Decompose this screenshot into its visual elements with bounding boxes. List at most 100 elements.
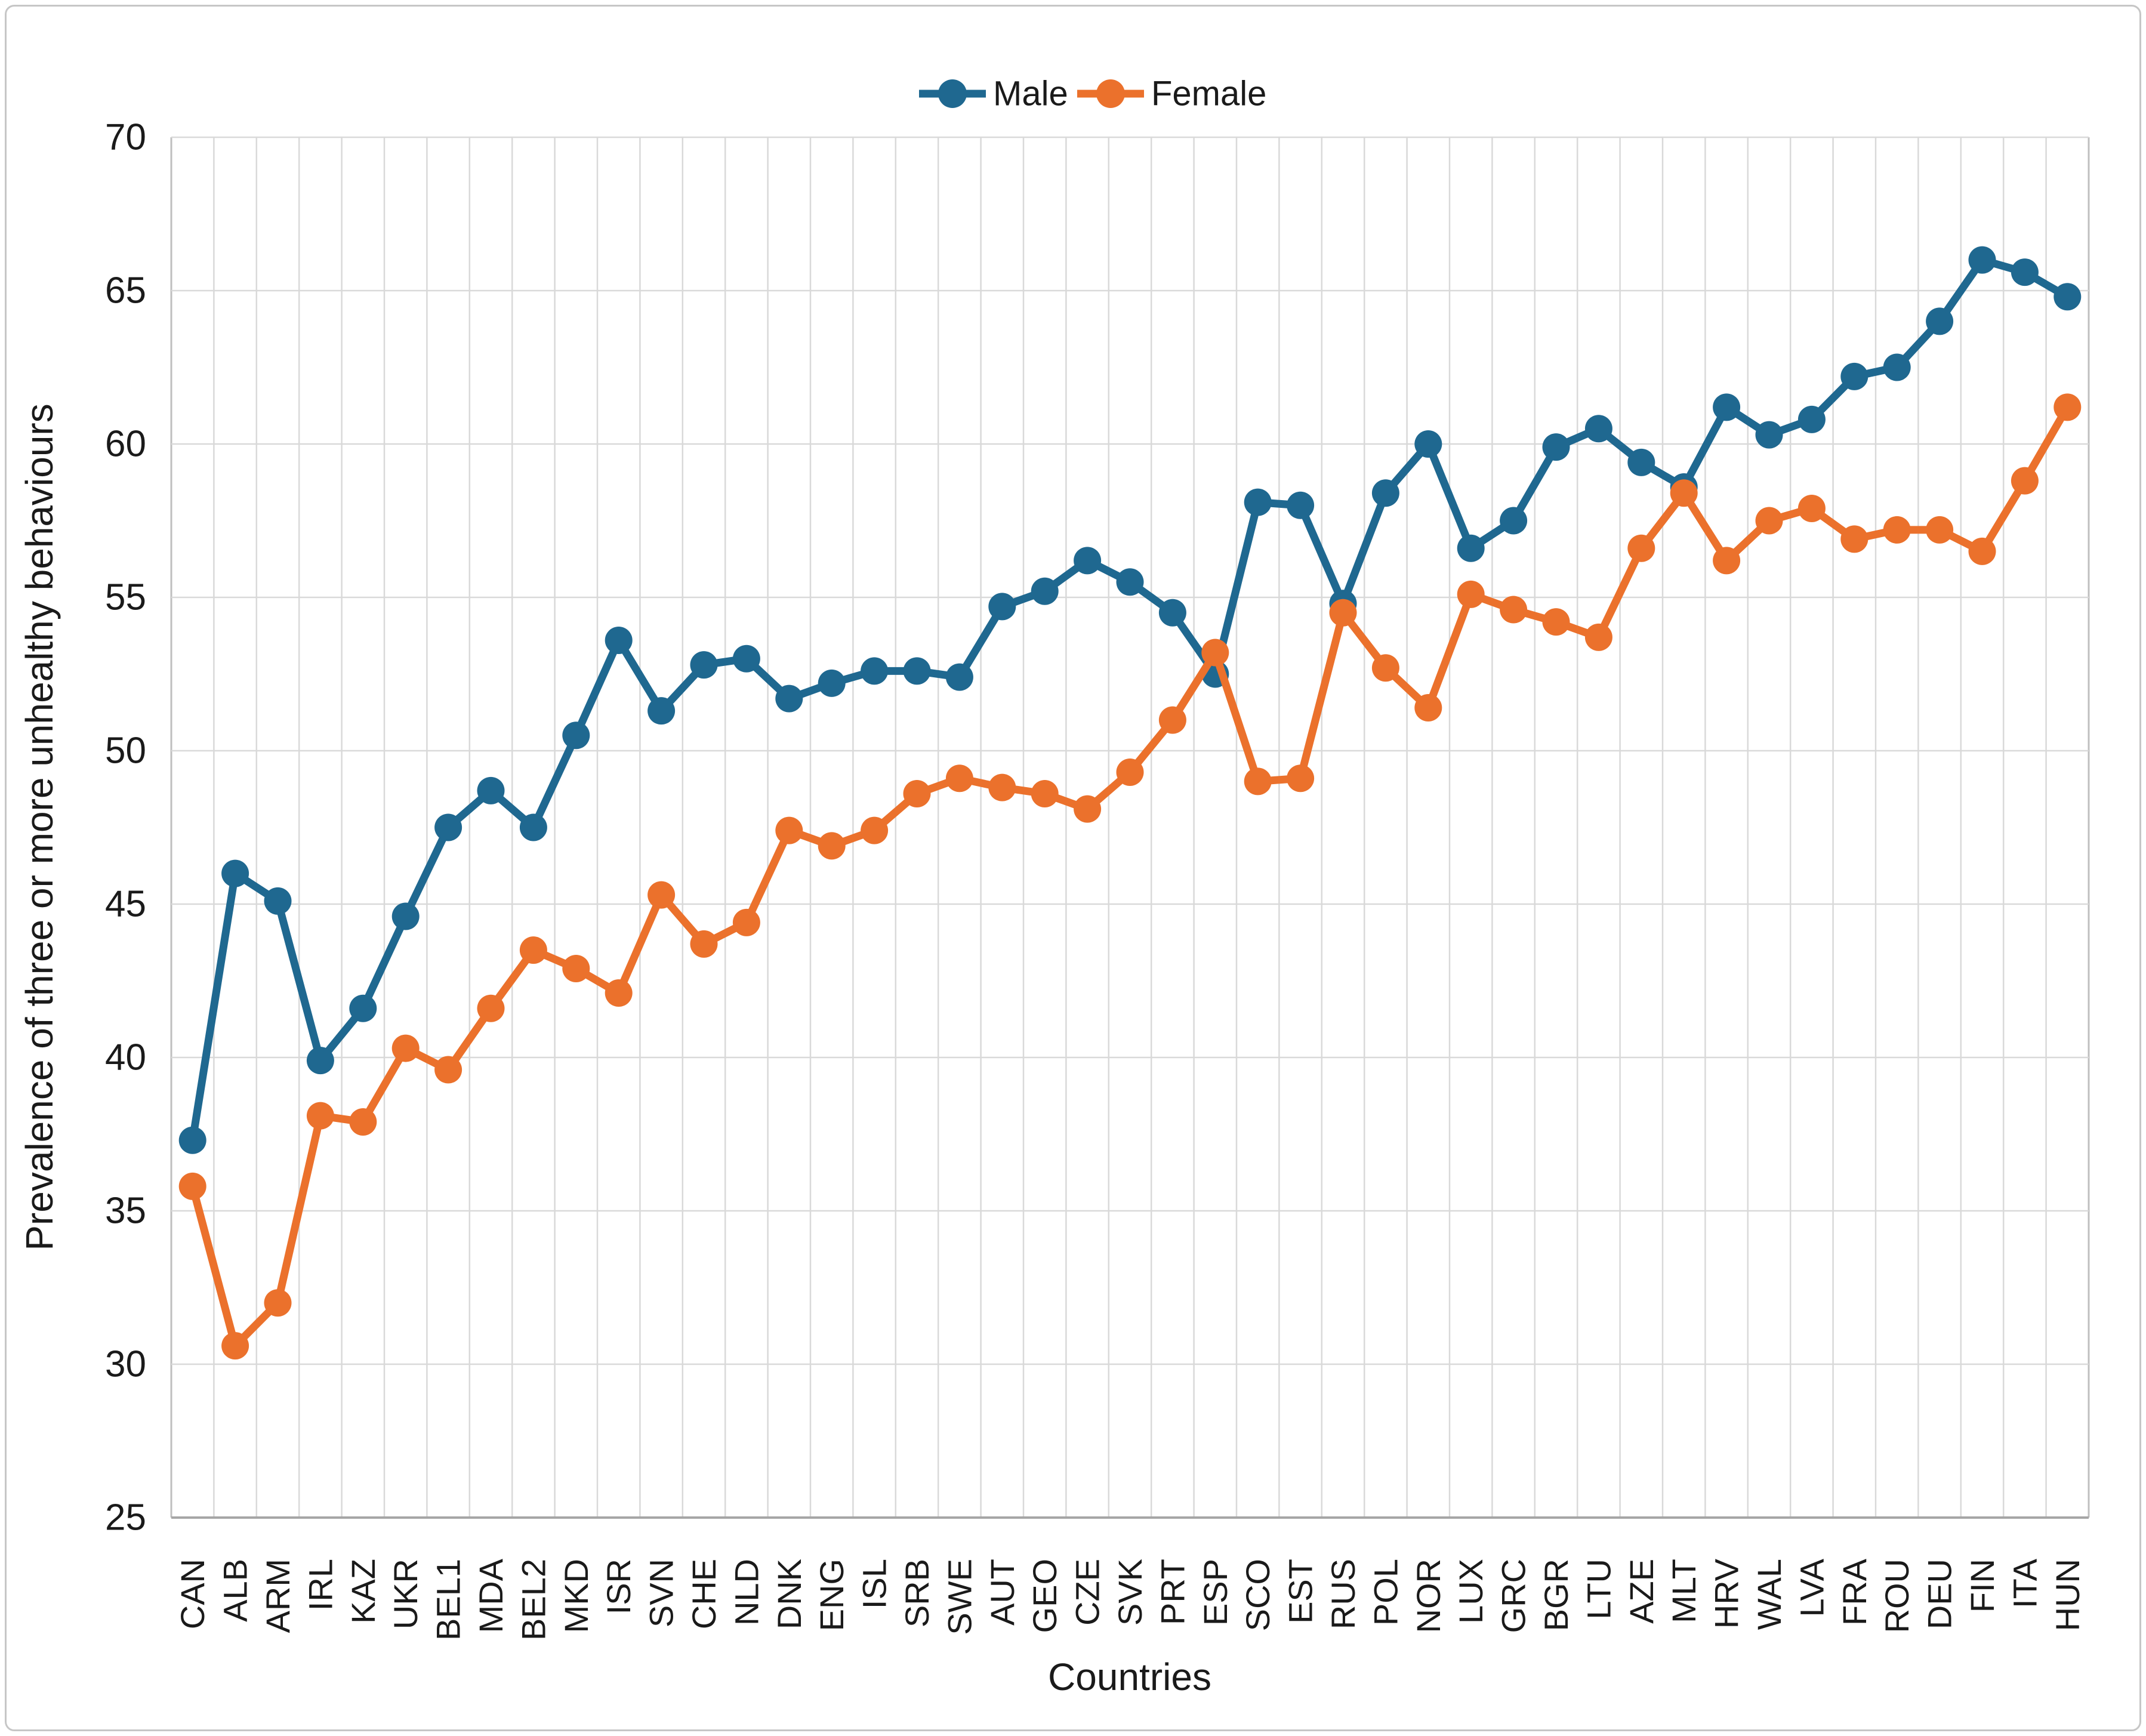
x-category-label: GRC: [1495, 1559, 1533, 1633]
male-series-line: [189, 256, 2071, 1145]
male-data-point: [1414, 430, 1442, 458]
male-data-point: [1755, 421, 1783, 449]
female-data-point: [306, 1102, 334, 1130]
x-category-label: BEL2: [514, 1559, 552, 1641]
male-data-point: [648, 697, 676, 725]
y-tick-label: 70: [105, 117, 146, 158]
female-data-point: [1201, 639, 1229, 667]
y-axis-title: Prevalence of three or more unhealthy be…: [18, 403, 61, 1251]
x-category-label: SVN: [643, 1559, 680, 1627]
male-data-point: [477, 776, 505, 804]
male-series-dot-icon: [938, 79, 967, 108]
female-data-point: [1371, 654, 1399, 682]
female-data-point: [1670, 479, 1698, 507]
female-data-point: [1713, 547, 1741, 575]
female-data-point: [1755, 507, 1783, 535]
female-data-point: [477, 994, 505, 1022]
female-data-point: [988, 773, 1016, 801]
male-data-point: [264, 887, 292, 915]
male-data-point: [605, 626, 633, 654]
x-category-label: KAZ: [344, 1559, 382, 1624]
x-category-label: NOR: [1410, 1559, 1447, 1633]
male-data-point: [178, 1126, 206, 1154]
female-data-point: [605, 979, 633, 1007]
female-data-point: [1287, 764, 1315, 793]
female-data-point: [1542, 608, 1570, 636]
male-data-point: [1074, 547, 1102, 575]
female-data-point: [1414, 694, 1442, 722]
x-category-label: WAL: [1750, 1559, 1788, 1630]
male-data-point: [1840, 362, 1868, 390]
x-category-label: RUS: [1324, 1559, 1362, 1629]
male-data-point: [306, 1047, 334, 1075]
male-data-point: [2011, 258, 2039, 286]
female-data-point: [1116, 758, 1144, 786]
male-data-point: [690, 651, 718, 679]
x-category-label: ISR: [600, 1559, 637, 1614]
male-data-point: [391, 902, 420, 930]
x-category-label: AZE: [1623, 1559, 1660, 1624]
x-category-label: UKR: [387, 1559, 424, 1629]
y-tick-label: 50: [105, 730, 146, 772]
x-category-label: LUX: [1452, 1559, 1490, 1624]
y-tick-label: 45: [105, 884, 146, 925]
female-data-point: [2054, 393, 2082, 421]
female-data-point: [945, 764, 973, 793]
male-data-point: [1457, 534, 1485, 562]
female-data-point: [1584, 623, 1612, 651]
male-data-point: [1926, 307, 1954, 335]
x-category-label: DEU: [1921, 1559, 1959, 1629]
male-data-point: [434, 813, 462, 841]
x-category-label: PRT: [1154, 1559, 1191, 1625]
female-data-point: [775, 816, 803, 844]
female-data-point: [903, 779, 931, 807]
female-series-dot-icon: [1096, 79, 1125, 108]
female-data-point: [221, 1332, 249, 1360]
male-data-point: [1627, 448, 1655, 476]
x-category-label: ARM: [259, 1559, 297, 1633]
x-category-label: SWE: [941, 1559, 978, 1635]
x-category-label: ISL: [856, 1559, 893, 1609]
female-data-point: [1627, 534, 1655, 562]
y-tick-label: 40: [105, 1037, 146, 1078]
x-category-label: BEL1: [430, 1559, 467, 1641]
x-category-label: ENG: [813, 1559, 850, 1631]
x-category-label: IRL: [301, 1559, 339, 1611]
male-data-point: [818, 669, 846, 697]
female-data-point: [1031, 779, 1059, 807]
x-category-label: GEO: [1026, 1559, 1063, 1633]
female-data-point: [434, 1056, 462, 1084]
male-data-point: [1244, 488, 1272, 516]
female-data-point: [1840, 525, 1868, 553]
x-category-label: ESP: [1197, 1559, 1234, 1626]
male-data-point: [1883, 353, 1911, 381]
male-data-point: [221, 859, 249, 887]
legend-item-female: Female: [1077, 75, 1266, 113]
male-data-point: [562, 721, 590, 750]
female-data-point: [1158, 706, 1186, 734]
x-category-label: SRB: [898, 1559, 936, 1627]
female-data-point: [732, 908, 760, 936]
male-data-point: [1116, 568, 1144, 596]
male-data-point: [1542, 433, 1570, 461]
female-data-point: [648, 881, 676, 909]
female-data-point: [1457, 580, 1485, 608]
male-data-point: [903, 657, 931, 685]
x-category-label: FRA: [1836, 1558, 1873, 1626]
y-tick-label: 55: [105, 577, 146, 618]
female-data-point: [1968, 537, 1996, 565]
y-tick-label: 30: [105, 1344, 146, 1385]
legend-label-female: Female: [1151, 75, 1266, 113]
female-data-point: [861, 816, 889, 844]
x-category-label: HRV: [1708, 1558, 1746, 1629]
male-data-point: [1797, 405, 1826, 433]
male-data-point: [1031, 577, 1059, 605]
female-series-line: [189, 403, 2071, 1350]
female-data-point: [349, 1108, 377, 1136]
male-data-point: [1713, 393, 1741, 421]
x-category-label: NLD: [727, 1559, 765, 1626]
female-data-point: [1244, 767, 1272, 795]
